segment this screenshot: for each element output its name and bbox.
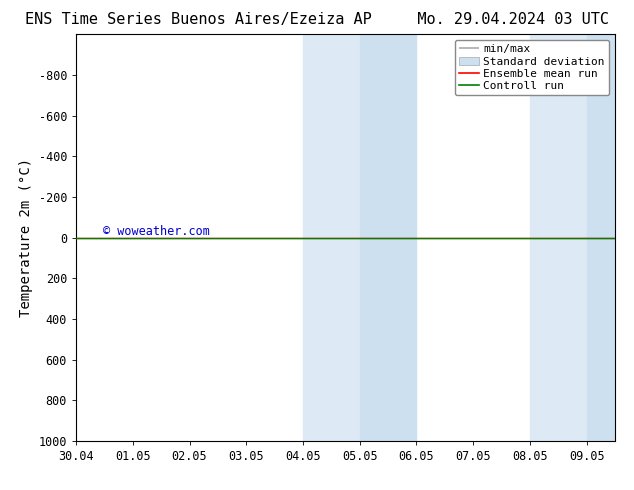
Bar bbox=[359, 34, 417, 441]
Bar bbox=[586, 34, 615, 441]
Y-axis label: Temperature 2m (°C): Temperature 2m (°C) bbox=[19, 158, 33, 317]
Legend: min/max, Standard deviation, Ensemble mean run, Controll run: min/max, Standard deviation, Ensemble me… bbox=[455, 40, 609, 96]
Text: ENS Time Series Buenos Aires/Ezeiza AP     Mo. 29.04.2024 03 UTC: ENS Time Series Buenos Aires/Ezeiza AP M… bbox=[25, 12, 609, 27]
Bar bbox=[303, 34, 359, 441]
Text: © woweather.com: © woweather.com bbox=[103, 224, 210, 238]
Bar bbox=[530, 34, 586, 441]
